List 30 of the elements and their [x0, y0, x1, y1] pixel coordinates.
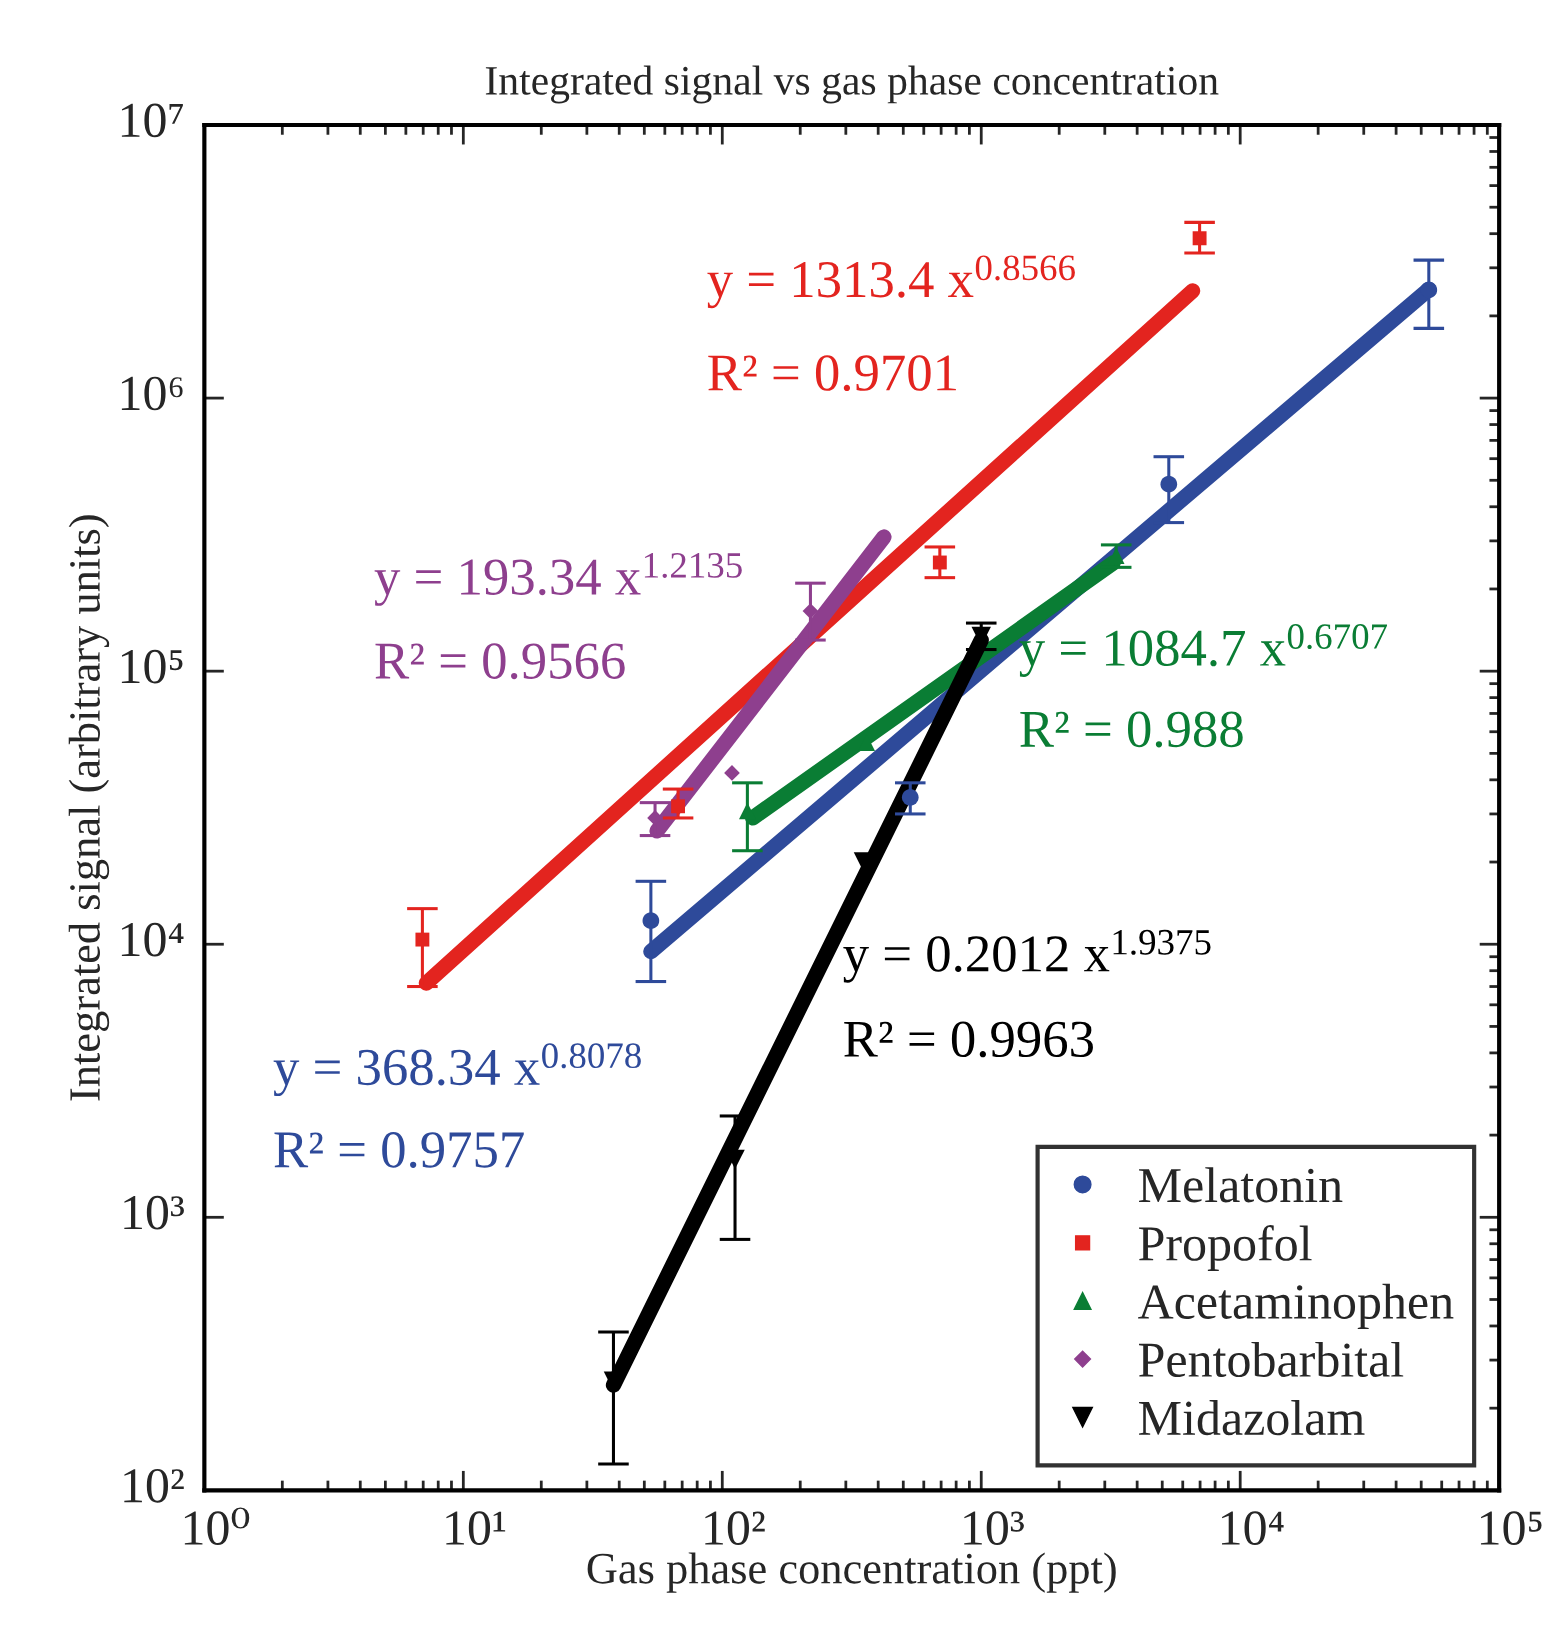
- annotation: y = 0.2012 x$^{1.9375}$: [843, 929, 1211, 983]
- annotation: R² = 0.9757: [274, 1132, 524, 1168]
- annotation: R² = 0.9701: [708, 355, 956, 392]
- chart-title: Integrated signal vs gas phase concentration: [485, 65, 1219, 104]
- y-tick-label: 10⁴: [121, 922, 184, 957]
- annotation: y = 193.34 x$^{1.2135}$: [374, 553, 742, 606]
- annotation: y = 1084.7 x$^{0.6707}$: [1019, 624, 1388, 677]
- x-axis-title: Gas phase concentration (ppt): [587, 1552, 1116, 1593]
- annotation: y = 368.34 x$^{0.8078}$: [273, 1043, 641, 1097]
- x-tick-label: 10⁴: [1221, 1511, 1284, 1545]
- legend-label: Acetaminophen: [1138, 1283, 1454, 1330]
- x-tick-label: 10⁰: [184, 1507, 250, 1545]
- annotation: R² = 0.9566: [375, 643, 625, 680]
- legend-label: Pentobarbital: [1139, 1341, 1404, 1378]
- legend-label: Melatonin: [1139, 1167, 1343, 1203]
- y-tick-label: 10⁵: [121, 649, 183, 684]
- annotation: R² = 0.988: [1020, 711, 1243, 748]
- x-tick-label: 10¹: [446, 1511, 506, 1545]
- x-tick-label: 10²: [705, 1511, 765, 1545]
- legend-label: Midazolam: [1139, 1400, 1365, 1436]
- y-tick-label: 10³: [124, 1195, 184, 1230]
- x-tick-label: 10⁵: [1480, 1511, 1542, 1545]
- legend-label: Propofol: [1139, 1225, 1312, 1271]
- y-tick-label: 10⁷: [121, 103, 183, 138]
- y-tick-label: 10²: [124, 1468, 184, 1503]
- y-axis-title: Integrated signal (arbitrary units): [68, 515, 110, 1101]
- annotation: y = 1313.4 x$^{0.8566}$: [707, 255, 1075, 309]
- x-tick-label: 10³: [964, 1511, 1024, 1545]
- annotation: R² = 0.9963: [844, 1021, 1093, 1058]
- y-tick-label: 10⁶: [121, 376, 183, 411]
